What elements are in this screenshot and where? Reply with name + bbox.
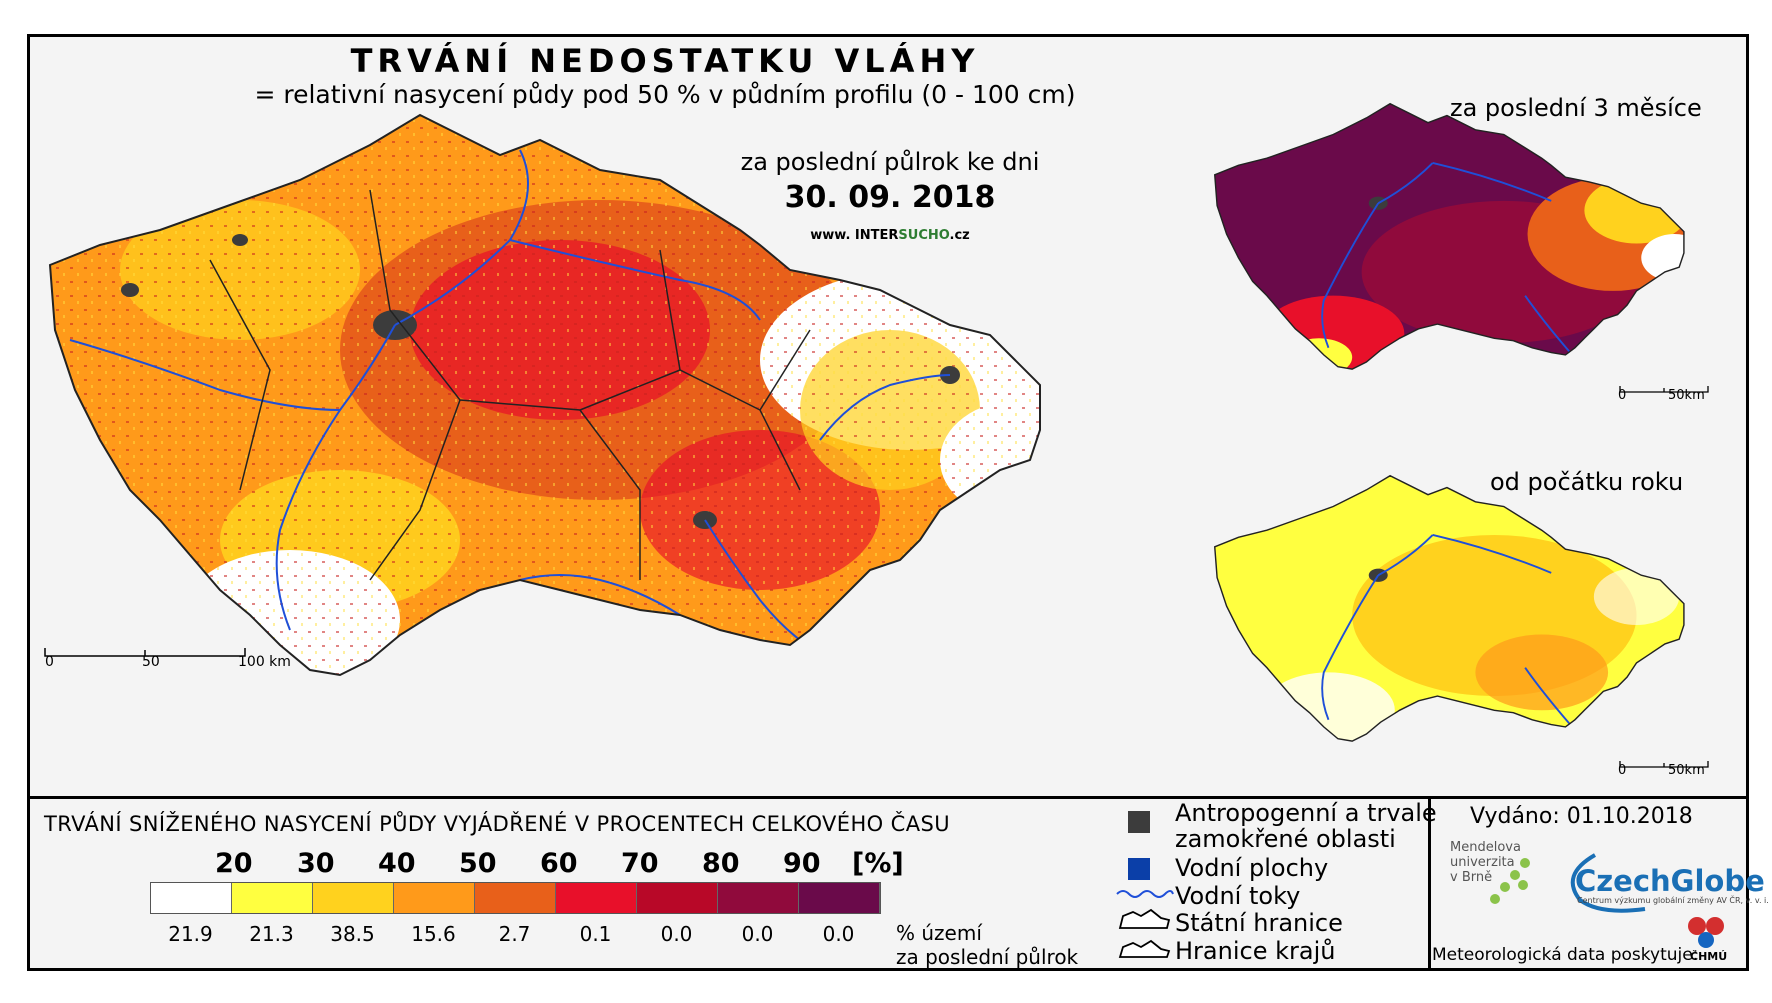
legend-tick-40: 40: [378, 848, 416, 879]
legend-swatch-2: [313, 883, 394, 913]
legend-tick-50: 50: [459, 848, 497, 879]
inset-year-label: od počátku roku: [1490, 468, 1684, 496]
main-map: [44, 114, 1041, 676]
map-title: TRVÁNÍ NEDOSTATKU VLÁHY: [350, 42, 980, 80]
urban-area-icon: [1128, 811, 1150, 833]
legend-percent-2: 38.5: [330, 922, 375, 946]
inset-scale-0: 0: [1618, 388, 1627, 403]
key-rivers-label: Vodní toky: [1175, 882, 1301, 910]
inset-scale-50: 50km: [1668, 388, 1705, 403]
czechglobe-swoosh-icon: [1570, 853, 1646, 913]
legend-percent-5: 0.1: [579, 922, 612, 946]
legend-percent-6: 0.0: [660, 922, 693, 946]
legend-swatch-7: [718, 883, 799, 913]
legend-tick-90: 90: [783, 848, 821, 879]
inset-scale-year-0: 0: [1618, 763, 1627, 778]
legend-vertical-separator: [1428, 796, 1431, 971]
key-urban-label: Antropogenní a trvale zamokřené oblasti: [1175, 799, 1437, 853]
legend-tick-30: 30: [297, 848, 335, 879]
legend-color-bar: [150, 882, 881, 914]
legend-percent-7: 0.0: [741, 922, 774, 946]
czechglobe-subtitle: Centrum výzkumu globální změny AV ČR, v.…: [1577, 896, 1769, 905]
inset-scale-year: [1619, 761, 1709, 768]
legend-percent-8: 0.0: [822, 922, 855, 946]
legend-percent-0: 21.9: [168, 922, 213, 946]
legend-tick-unit: [%]: [852, 848, 904, 879]
legend-swatch-4: [475, 883, 556, 913]
key-border-label: Státní hranice: [1175, 909, 1343, 937]
legend-swatch-0: [151, 883, 232, 913]
scale-main-100: 100 km: [238, 654, 291, 670]
region-border-icon: [1118, 939, 1171, 958]
period-label: za poslední půlrok ke dni: [740, 148, 1040, 176]
inset-map-3-months: [1214, 103, 1685, 370]
czechglobe-logo: CzechGlobe: [1575, 864, 1765, 898]
meteo-data-label: Meteorologická data poskytuje:: [1432, 945, 1699, 965]
key-water-label: Vodní plochy: [1175, 854, 1329, 882]
legend-separator: [27, 796, 1749, 799]
legend-swatch-6: [637, 883, 718, 913]
legend-tick-20: 20: [215, 848, 253, 879]
water-body-icon: [1128, 858, 1150, 880]
inset-3-months-label: za poslední 3 měsíce: [1450, 94, 1702, 122]
map-subtitle: = relativní nasycení půdy pod 50 % v půd…: [254, 80, 1076, 109]
chmu-logo-icon: [1688, 917, 1724, 948]
legend-swatch-1: [232, 883, 313, 913]
scale-main-50: 50: [142, 654, 160, 670]
inset-scale-year-50: 50km: [1668, 763, 1705, 778]
mendel-dots-icon: [1490, 858, 1530, 904]
legend-swatch-8: [799, 883, 880, 913]
legend-swatch-3: [394, 883, 475, 913]
issued-date: Vydáno: 01.10.2018: [1470, 804, 1693, 829]
legend-tick-80: 80: [702, 848, 740, 879]
legend-swatch-5: [556, 883, 637, 913]
legend-percent-label: % území za poslední půlrok: [896, 921, 1079, 969]
legend-percent-3: 15.6: [411, 922, 456, 946]
date-label: 30. 09. 2018: [784, 180, 996, 215]
legend-tick-70: 70: [621, 848, 659, 879]
website-label: www. INTERSUCHO.cz: [810, 228, 970, 243]
mendel-university-logo: Mendelova univerzita v Brně: [1450, 840, 1521, 885]
inset-map-year: [1214, 475, 1685, 742]
legend-tick-60: 60: [540, 848, 578, 879]
inset-scale-3-months: [1619, 386, 1709, 393]
river-icon: [1116, 890, 1174, 898]
legend-title: TRVÁNÍ SNÍŽENÉHO NASYCENÍ PŮDY VYJÁDŘENÉ…: [44, 812, 950, 836]
legend-percent-1: 21.3: [249, 922, 294, 946]
key-regions-label: Hranice krajů: [1175, 937, 1336, 965]
chmu-label: ČHMÚ: [1690, 950, 1728, 963]
legend-percent-4: 2.7: [498, 922, 531, 946]
state-border-icon: [1118, 908, 1171, 929]
scale-main-0: 0: [45, 654, 54, 670]
